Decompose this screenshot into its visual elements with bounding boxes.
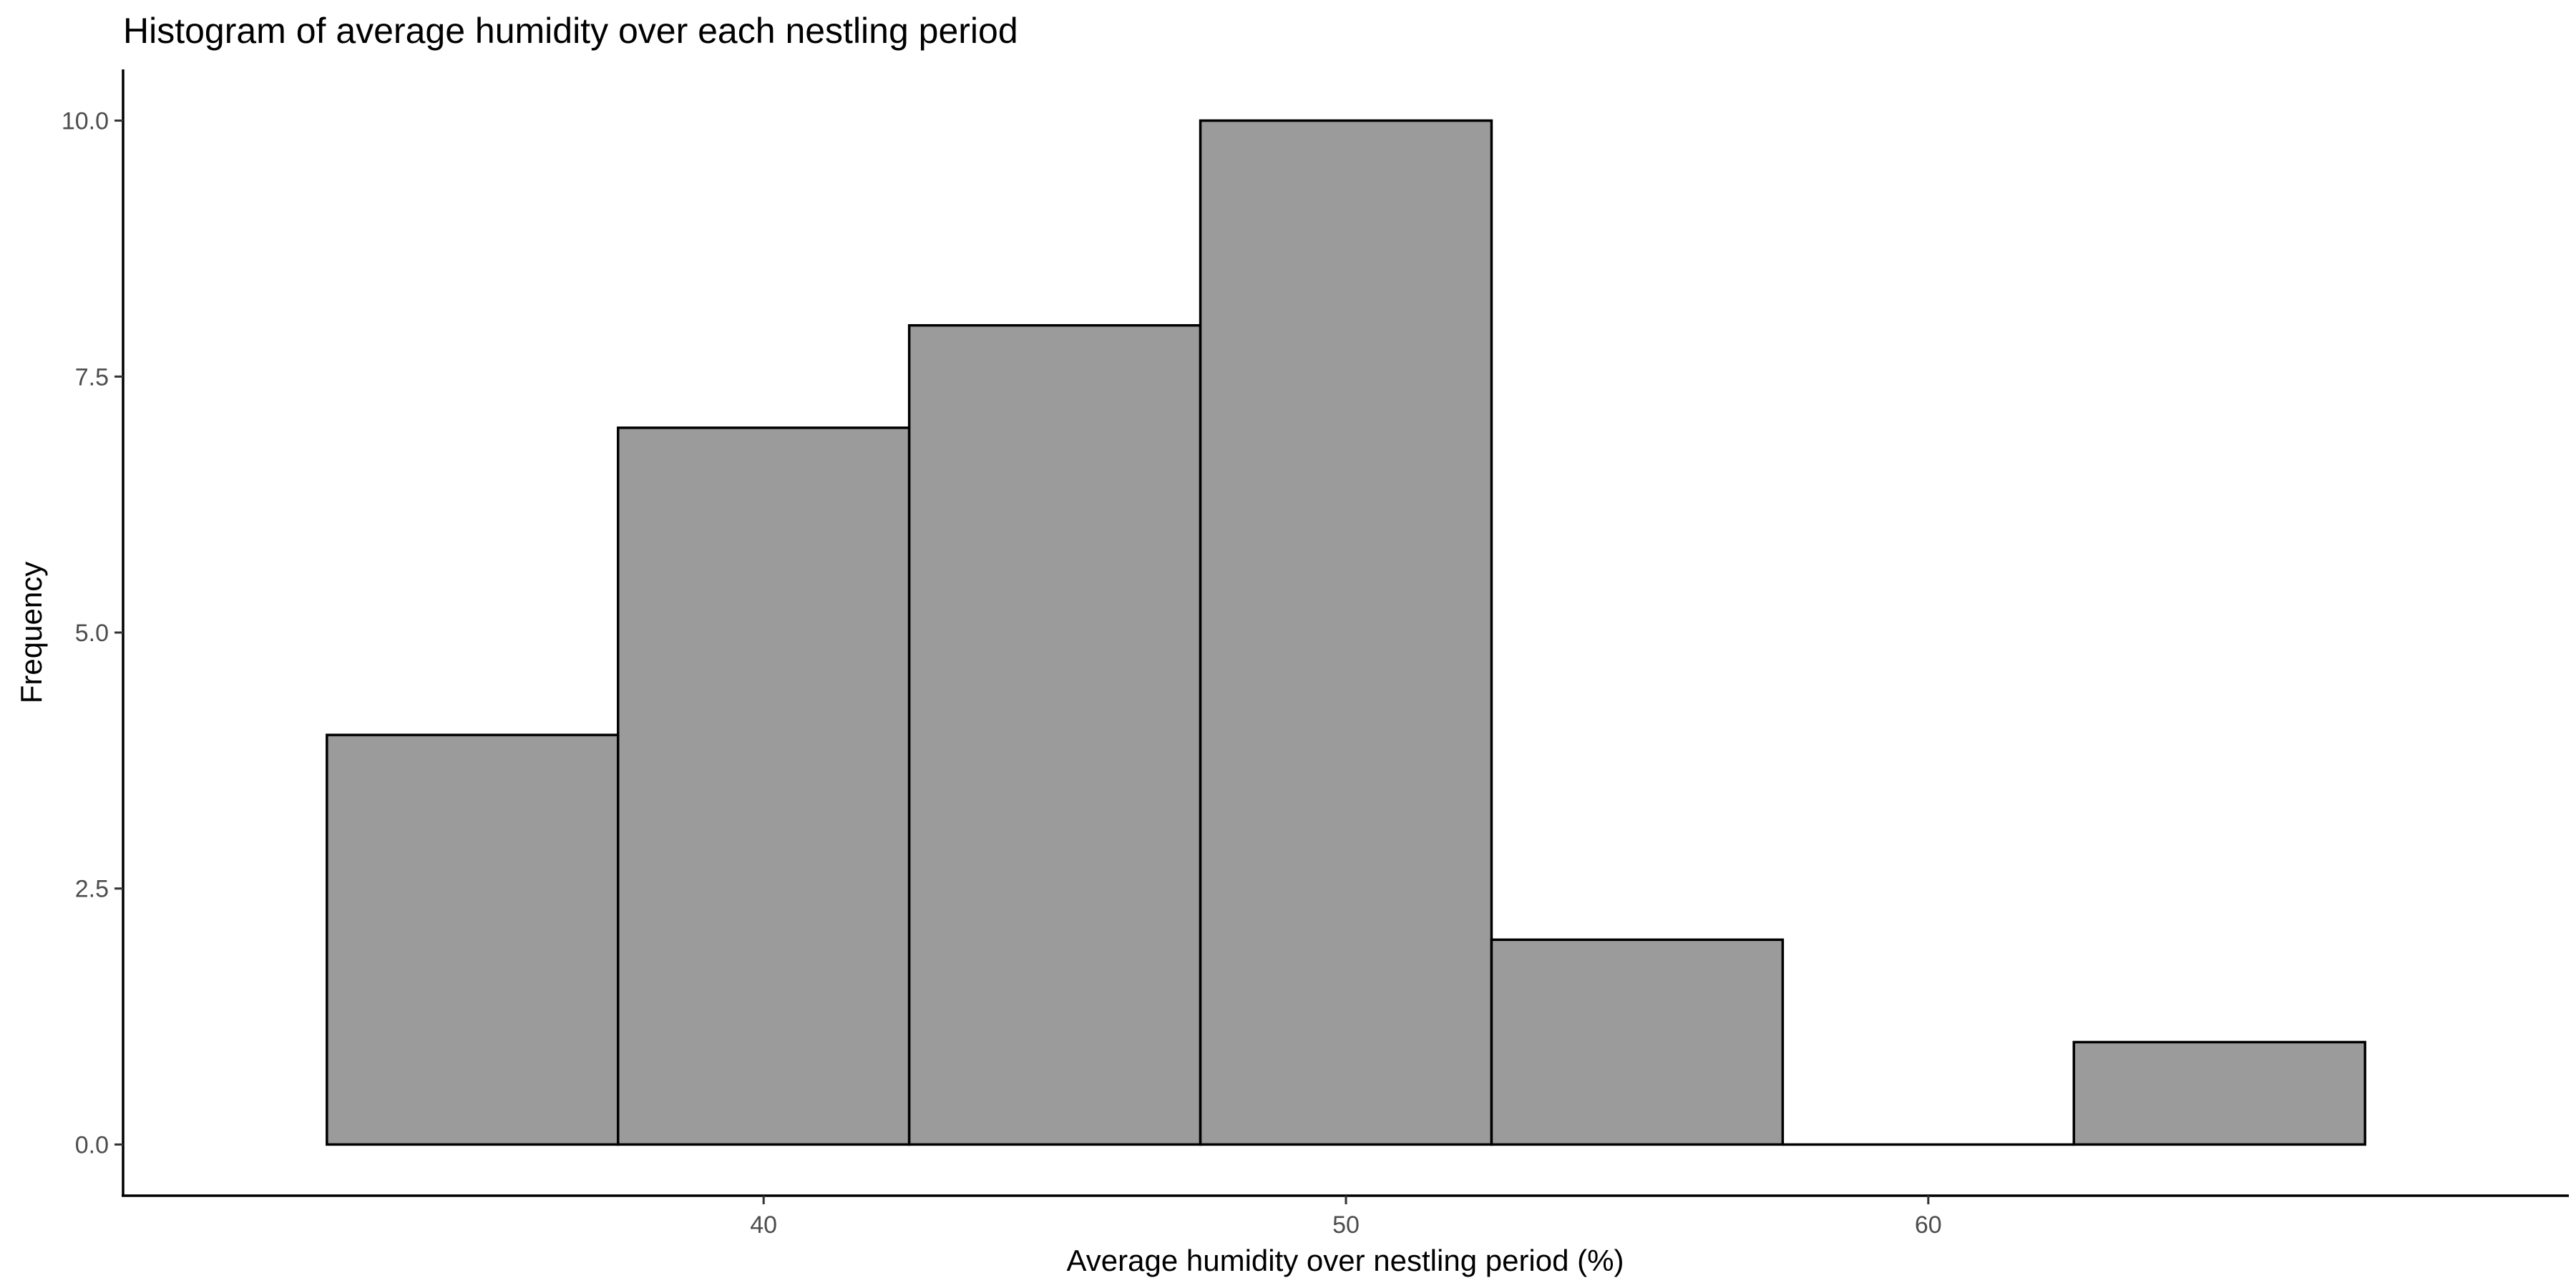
y-axis-ticks: 0.0 2.5 5.0 7.5 10.0: [62, 108, 123, 1158]
x-axis-ticks: 40 50 60: [750, 1196, 1942, 1239]
chart-title: Histogram of average humidity over each …: [123, 11, 1018, 51]
y-axis-title: Frequency: [14, 562, 48, 703]
x-tick-label: 50: [1332, 1211, 1360, 1239]
histogram-bar: [2072, 1040, 2366, 1146]
histogram-bar: [1490, 938, 1785, 1146]
histogram-bar: [1199, 119, 1493, 1146]
x-tick-label: 60: [1915, 1211, 1942, 1239]
y-tick-label: 0.0: [75, 1131, 109, 1158]
histogram-bar: [616, 426, 911, 1146]
y-tick-label: 5.0: [75, 620, 109, 647]
y-tick-label: 10.0: [62, 108, 109, 135]
histogram-bar: [326, 733, 620, 1146]
x-axis-title: Average humidity over nestling period (%…: [1067, 1244, 1624, 1277]
x-tick-label: 40: [750, 1211, 777, 1239]
y-tick-label: 2.5: [75, 876, 109, 903]
y-tick-label: 7.5: [75, 364, 109, 391]
histogram-bar: [907, 323, 1202, 1146]
bars-layer: [326, 119, 2366, 1146]
